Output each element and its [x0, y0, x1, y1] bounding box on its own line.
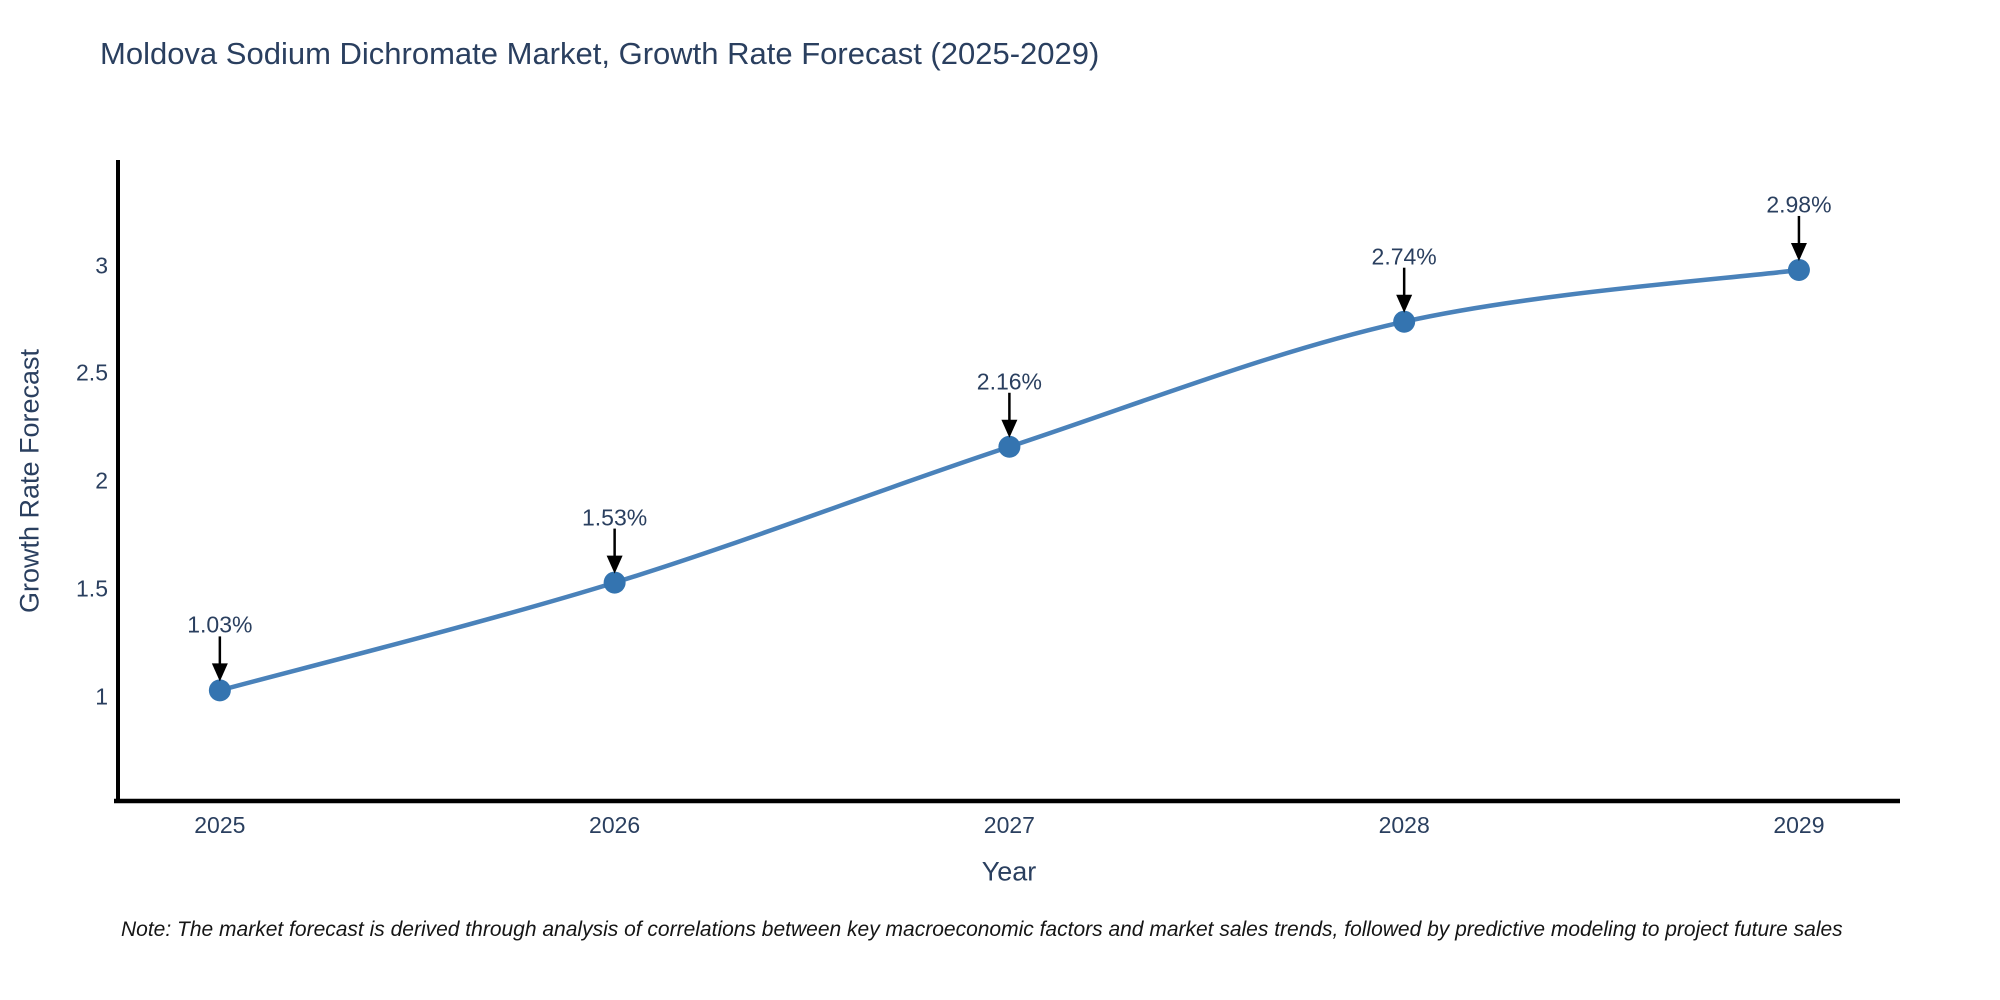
annotation-arrow-head-2029	[1790, 242, 1807, 261]
data-point-2027	[998, 435, 1021, 458]
annotation-label-2028: 2.74%	[1371, 243, 1437, 270]
x-tick-label-2027: 2027	[983, 812, 1035, 838]
data-point-2025	[208, 679, 231, 702]
annotation-arrow-head-2027	[1001, 419, 1018, 438]
data-point-2026	[603, 571, 626, 594]
annotation-arrow-head-2026	[606, 555, 623, 574]
annotation-arrow-head-2025	[211, 663, 228, 682]
chart-title: Moldova Sodium Dichromate Market, Growth…	[100, 36, 1100, 71]
annotation-label-2026: 1.53%	[582, 504, 648, 531]
annotation-label-2027: 2.16%	[976, 368, 1042, 395]
annotation-label-2029: 2.98%	[1766, 191, 1832, 218]
footnote: Note: The market forecast is derived thr…	[121, 918, 1843, 941]
x-tick-label-2026: 2026	[589, 812, 641, 838]
x-tick-label-2028: 2028	[1378, 812, 1430, 838]
x-tick-label-2025: 2025	[194, 812, 246, 838]
data-point-2028	[1393, 310, 1416, 333]
x-tick-label-2029: 2029	[1773, 812, 1825, 838]
y-tick-label-2.5: 2.5	[76, 359, 108, 386]
y-tick-label-1.5: 1.5	[76, 575, 108, 602]
data-point-2029	[1787, 258, 1810, 281]
annotation-label-2025: 1.03%	[187, 611, 253, 638]
annotation-arrow-head-2028	[1396, 294, 1413, 313]
y-tick-label-3: 3	[95, 252, 108, 279]
x-axis-title: Year	[981, 856, 1037, 887]
trend-line	[217, 267, 1802, 693]
y-tick-label-2: 2	[95, 467, 108, 494]
y-tick-label-1: 1	[95, 683, 108, 710]
